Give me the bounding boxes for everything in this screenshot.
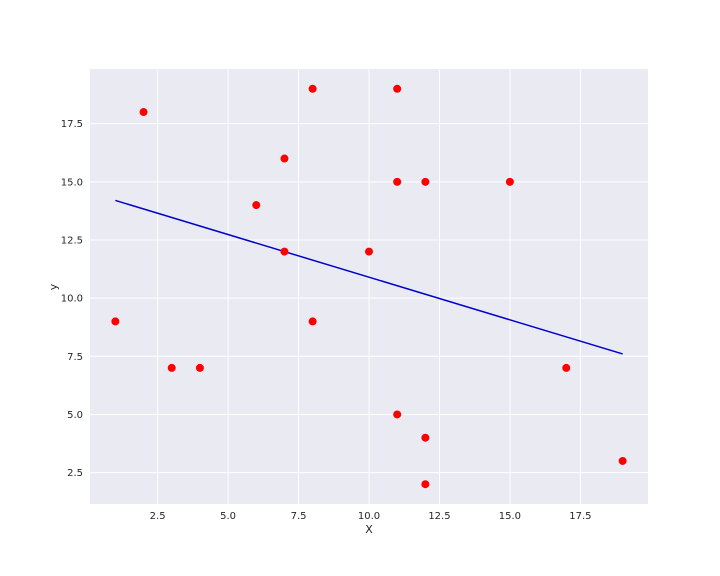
data-point [308, 84, 317, 93]
data-point [421, 433, 430, 442]
data-point [505, 177, 514, 186]
x-axis-label: X [365, 523, 373, 536]
data-point [421, 480, 430, 489]
data-point [139, 108, 148, 117]
data-point [308, 317, 317, 326]
x-tick-label: 2.5 [150, 511, 166, 522]
y-tick-label: 12.5 [61, 235, 83, 246]
y-tick-labels: 2.5 5.0 7.5 10.0 12.5 15.0 17.5 [61, 119, 83, 479]
x-tick-label: 10.0 [358, 511, 380, 522]
data-point [393, 410, 402, 419]
y-tick-label: 10.0 [61, 294, 83, 305]
data-point [562, 363, 571, 372]
data-point [167, 363, 176, 372]
x-tick-label: 15.0 [499, 511, 521, 522]
data-point [280, 247, 289, 256]
data-point [365, 247, 373, 256]
y-axis-label: y [47, 283, 60, 290]
fit-line-layer [115, 199, 623, 355]
x-tick-label: 7.5 [291, 511, 307, 522]
data-point [252, 201, 261, 210]
y-tick-label: 17.5 [61, 119, 83, 130]
y-tick-label: 7.5 [67, 352, 83, 363]
data-points [111, 84, 627, 489]
y-tick-label: 5.0 [67, 410, 83, 421]
data-point [195, 363, 204, 372]
data-point [111, 317, 120, 326]
x-tick-label: 12.5 [428, 511, 450, 522]
regression-line [115, 199, 623, 355]
x-tick-label: 5.0 [220, 511, 236, 522]
data-point [393, 84, 402, 93]
data-point [393, 177, 402, 186]
data-point [280, 154, 289, 163]
y-tick-label: 2.5 [67, 468, 83, 479]
data-point [618, 456, 627, 465]
grid [90, 69, 648, 504]
y-tick-label: 15.0 [61, 177, 83, 188]
data-point [421, 177, 430, 186]
x-tick-label: 17.5 [569, 511, 591, 522]
x-tick-labels: 2.5 5.0 7.5 10.0 12.5 15.0 17.5 [150, 511, 592, 522]
